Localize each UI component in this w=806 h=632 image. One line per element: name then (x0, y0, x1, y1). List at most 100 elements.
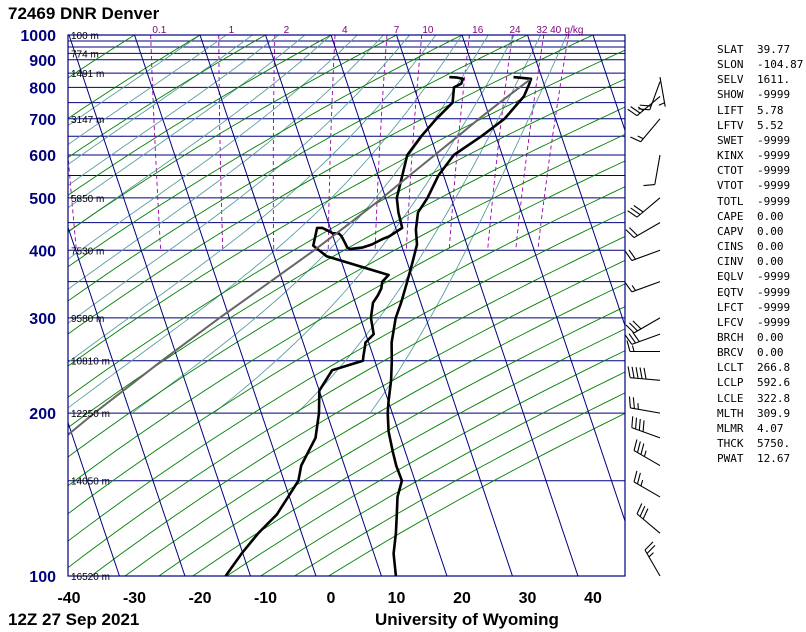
wind-barb-shaft (633, 450, 661, 467)
param-value: 5750. (757, 437, 791, 451)
mixing-ratio-label: 4 (342, 25, 348, 36)
dry-adiabat-line (90, 259, 625, 576)
isotherm-line (330, 35, 513, 576)
wind-barb-flag (639, 104, 652, 107)
wind-barb (638, 81, 661, 111)
param-name: CTOT (717, 164, 744, 178)
wind-barb-flag (635, 367, 639, 379)
param-name: CAPV (717, 224, 744, 238)
isotherm-line (68, 35, 251, 576)
pressure-tick-label: 900 (29, 53, 56, 70)
wind-barb-flag (637, 135, 644, 140)
moist-adiabat-line (68, 35, 410, 324)
param-value: -9999 (757, 300, 791, 314)
param-name: CINV (717, 255, 744, 269)
param-value: 4.07 (757, 421, 784, 435)
wind-barb-flag (643, 184, 655, 187)
wind-barbs (624, 76, 666, 577)
wind-barb-flag (632, 331, 640, 342)
moist-adiabat-line (68, 35, 306, 209)
pressure-tick-label: 300 (29, 311, 56, 328)
moist-adiabat-line (213, 35, 515, 414)
param-name: CAPE (717, 209, 744, 223)
param-name: TOTL (717, 194, 744, 208)
wind-barb-flag (627, 108, 638, 117)
dry-adiabat-line (68, 49, 625, 367)
param-value: 0.00 (757, 240, 784, 254)
param-row: LCLT 266.8 (717, 360, 803, 375)
dry-adiabat-line (68, 186, 625, 515)
wind-barb (626, 340, 660, 353)
wind-barb (628, 396, 661, 414)
param-row: LIFT 5.78 (717, 103, 803, 118)
param-name: MLMR (717, 421, 744, 435)
mixing-ratio-line (448, 35, 470, 251)
dry-adiabat-line (68, 35, 397, 233)
wind-barb-shaft (633, 222, 661, 239)
param-row: SLON -104.87 (717, 57, 803, 72)
wind-barb-flag (636, 472, 641, 485)
param-value: -9999 (757, 164, 791, 178)
wind-barb-flag (639, 367, 643, 379)
param-value: 5.52 (757, 118, 784, 132)
wind-barb-flag (640, 443, 645, 455)
moist-adiabat-line (68, 35, 437, 364)
height-label: 100 m (71, 31, 99, 42)
param-row: KINX -9999 (717, 148, 803, 163)
param-name: KINX (717, 149, 744, 163)
dewpoint-line (224, 75, 465, 576)
param-value: -9999 (757, 285, 791, 299)
param-row: EQTV -9999 (717, 285, 803, 300)
wind-barb-flag (636, 503, 643, 515)
height-label: 7530 m (71, 246, 104, 257)
dry-adiabat-line (68, 35, 528, 302)
wind-barb (627, 95, 661, 117)
isotherms (68, 35, 625, 576)
wind-barb-flag (643, 450, 647, 457)
wind-barb (644, 541, 661, 577)
wind-barb-flag (635, 417, 638, 430)
wind-barb-flag (630, 136, 641, 143)
param-row: MLMR 4.07 (717, 421, 803, 436)
moist-adiabat-line (68, 35, 384, 290)
height-label: 12250 m (71, 409, 110, 420)
param-value: -9999 (757, 194, 791, 208)
dry-adiabat-line (68, 35, 201, 120)
mixing-ratio-line (515, 35, 545, 251)
param-value: -9999 (757, 270, 791, 284)
height-label: 14050 m (71, 477, 110, 488)
wind-barb-flag (630, 106, 641, 114)
isotherm-line (527, 35, 625, 328)
param-name: LFCV (717, 315, 744, 329)
dry-adiabat-line (68, 35, 594, 335)
param-row: CTOT -9999 (717, 163, 803, 178)
temperature-tick-label: 40 (584, 590, 602, 607)
param-value: 39.77 (757, 43, 791, 56)
wind-barb-shaft (630, 407, 661, 414)
param-row: BRCV 0.00 (717, 345, 803, 360)
pressure-tick-label: 1000 (20, 28, 56, 45)
param-name: LCLP (717, 376, 744, 390)
wind-barb-shaft (640, 118, 661, 143)
param-row: LFTV 5.52 (717, 118, 803, 133)
param-value: 5.78 (757, 103, 784, 117)
wind-barb-shaft (630, 377, 661, 381)
param-value: 0.00 (757, 346, 784, 360)
temperature-tick-label: -40 (57, 590, 80, 607)
param-name: LCLE (717, 391, 744, 405)
wind-barb-flag (640, 479, 644, 487)
param-row: SELV 1611. (717, 72, 803, 87)
mixing-ratio-label: 24 (509, 25, 521, 36)
temperature-tick-label: 0 (327, 590, 336, 607)
dry-adiabat-line (68, 35, 332, 196)
dry-adiabat-line (68, 35, 266, 159)
height-label: 9580 m (71, 314, 104, 325)
sounding-profiles (68, 75, 533, 576)
mixing-ratio-label: 32 (536, 25, 548, 36)
param-name: SLON (717, 58, 744, 72)
observation-time: 12Z 27 Sep 2021 (8, 610, 140, 629)
pressure-tick-label: 400 (29, 243, 56, 260)
wind-barb-flag (624, 250, 633, 261)
wind-barb (624, 331, 661, 345)
temperature-tick-label: 10 (388, 590, 406, 607)
